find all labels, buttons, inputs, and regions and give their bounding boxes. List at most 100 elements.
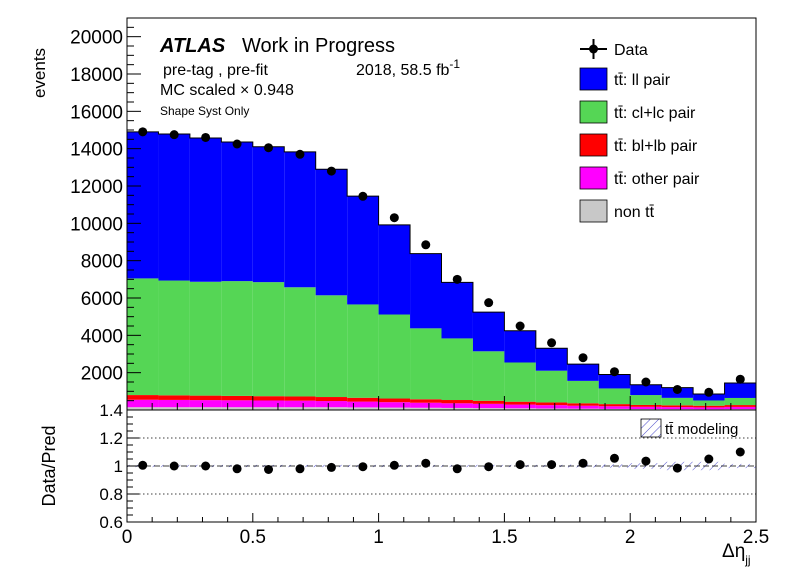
lumi-text: 2018, 58.5 fb xyxy=(356,62,450,79)
bar-cl-bin-16 xyxy=(630,395,662,405)
bar-ll-bin-10 xyxy=(441,282,473,339)
bar-nontt-bin-4 xyxy=(252,407,285,410)
ratio-point-11 xyxy=(484,462,494,472)
bar-other-bin-15 xyxy=(598,406,631,409)
bar-other-bin-5 xyxy=(284,400,316,408)
bar-cl-bin-2 xyxy=(189,281,222,396)
bar-nontt-bin-3 xyxy=(221,407,253,410)
data-point-16 xyxy=(641,377,651,387)
ratio-point-1 xyxy=(169,461,179,471)
bar-nontt-bin-12 xyxy=(504,408,536,410)
ratio-point-14 xyxy=(578,458,588,468)
bar-ll-bin-19 xyxy=(724,383,756,398)
data-point-18 xyxy=(704,387,714,397)
bar-ll-bin-16 xyxy=(630,384,662,396)
bar-nontt-bin-7 xyxy=(347,407,379,410)
x-tick-label: 0.5 xyxy=(240,527,266,548)
bar-ll-bin-18 xyxy=(693,393,725,401)
upper-y-tick-label: 18000 xyxy=(70,65,123,86)
ratio-point-17 xyxy=(672,463,682,473)
legend-item-nontt: non tt̄ xyxy=(579,199,655,223)
bar-bl-bin-7 xyxy=(347,397,379,402)
bar-bl-bin-13 xyxy=(535,402,568,406)
band-legend: tt̄ modeling xyxy=(640,418,738,438)
bar-cl-bin-4 xyxy=(252,282,285,397)
ratio-point-5 xyxy=(295,464,305,474)
upper-panel: 2000 4000 6000 8000 10000 12000 14000 16000 1800… xyxy=(30,17,757,411)
legend-swatch-ll xyxy=(579,67,608,91)
bar-other-bin-18 xyxy=(693,407,725,410)
ratio-point-13 xyxy=(547,460,557,470)
bar-cl-bin-10 xyxy=(441,338,473,401)
bar-nontt-bin-8 xyxy=(378,407,411,410)
x-tick-label: 2 xyxy=(625,527,636,548)
bar-other-bin-14 xyxy=(567,405,599,409)
ratio-point-9 xyxy=(421,458,431,468)
upper-x-ticks xyxy=(126,396,757,410)
bar-other-bin-19 xyxy=(724,406,756,410)
lower-y-tick-label: 0.6 xyxy=(99,513,123,532)
upper-y-tick-label: 14000 xyxy=(70,140,123,161)
data-point-11 xyxy=(484,298,494,308)
lower-y-tick-label: 1.2 xyxy=(99,429,123,448)
bar-bl-bin-17 xyxy=(661,405,694,408)
bar-cl-bin-17 xyxy=(661,397,694,406)
ratio-point-16 xyxy=(641,456,651,466)
x-axis-label-main: Δη xyxy=(722,541,745,562)
bar-bl-bin-11 xyxy=(472,400,505,404)
ratio-point-0 xyxy=(138,460,148,470)
bar-nontt-bin-2 xyxy=(189,407,222,410)
bar-other-bin-12 xyxy=(504,404,536,409)
bar-bl-bin-12 xyxy=(504,401,536,405)
legend-swatch-other xyxy=(579,166,608,190)
legend-swatch-cl xyxy=(579,100,608,124)
syst-label: Shape Syst Only xyxy=(160,104,249,118)
upper-y-tick-label: 16000 xyxy=(70,102,123,123)
bar-cl-bin-18 xyxy=(693,400,725,406)
bar-cl-bin-19 xyxy=(724,397,756,406)
data-point-2 xyxy=(201,132,211,142)
upper-y-tick-label: 20000 xyxy=(70,28,123,49)
band-legend-label: tt̄ modeling xyxy=(665,421,738,438)
bar-bl-bin-0 xyxy=(127,395,159,400)
ratio-gridlines xyxy=(127,437,756,495)
bar-ll-bin-11 xyxy=(472,312,505,352)
bar-other-bin-11 xyxy=(472,403,505,409)
bar-nontt-bin-10 xyxy=(441,407,473,410)
legend-swatch-nontt xyxy=(579,199,608,223)
bar-bl-bin-9 xyxy=(410,399,442,403)
bar-nontt-bin-6 xyxy=(315,407,348,410)
bar-cl-bin-9 xyxy=(410,328,442,400)
data-point-12 xyxy=(515,321,525,331)
legend-label-bl: tt̄: bl+lb pair xyxy=(614,138,698,155)
bar-other-bin-16 xyxy=(630,406,662,410)
bar-bl-bin-19 xyxy=(724,405,756,407)
legend-swatch-bl xyxy=(579,133,608,157)
bar-other-bin-10 xyxy=(441,403,473,408)
bar-cl-bin-7 xyxy=(347,304,379,398)
bar-ll-bin-14 xyxy=(567,364,599,381)
data-point-14 xyxy=(578,353,588,363)
upper-y-tick-label: 4000 xyxy=(81,326,123,347)
ratio-point-3 xyxy=(232,464,242,474)
legend: Data tt̄: ll pair tt̄: cl+lc pair tt̄: b… xyxy=(579,39,700,223)
bar-ll-bin-15 xyxy=(598,374,631,389)
bar-bl-bin-6 xyxy=(315,397,348,402)
stacked-histograms xyxy=(127,131,756,410)
lower-y-tick-label: 1.4 xyxy=(99,401,123,420)
bar-ll-bin-4 xyxy=(252,146,285,283)
bar-other-bin-4 xyxy=(252,400,285,408)
upper-y-tick-label: 10000 xyxy=(70,214,123,235)
bar-cl-bin-6 xyxy=(315,295,348,398)
bar-bl-bin-4 xyxy=(252,396,285,401)
bar-ll-bin-5 xyxy=(284,151,316,288)
bar-other-bin-7 xyxy=(347,401,379,408)
bar-nontt-bin-14 xyxy=(567,408,599,410)
ratio-axis-label: Data/Pred xyxy=(39,425,59,506)
mc-scale-label: MC scaled × 0.948 xyxy=(160,82,294,99)
bar-ll-bin-12 xyxy=(504,330,536,363)
bar-other-bin-17 xyxy=(661,407,694,410)
ratio-point-18 xyxy=(704,454,714,464)
bar-other-bin-1 xyxy=(158,399,190,408)
